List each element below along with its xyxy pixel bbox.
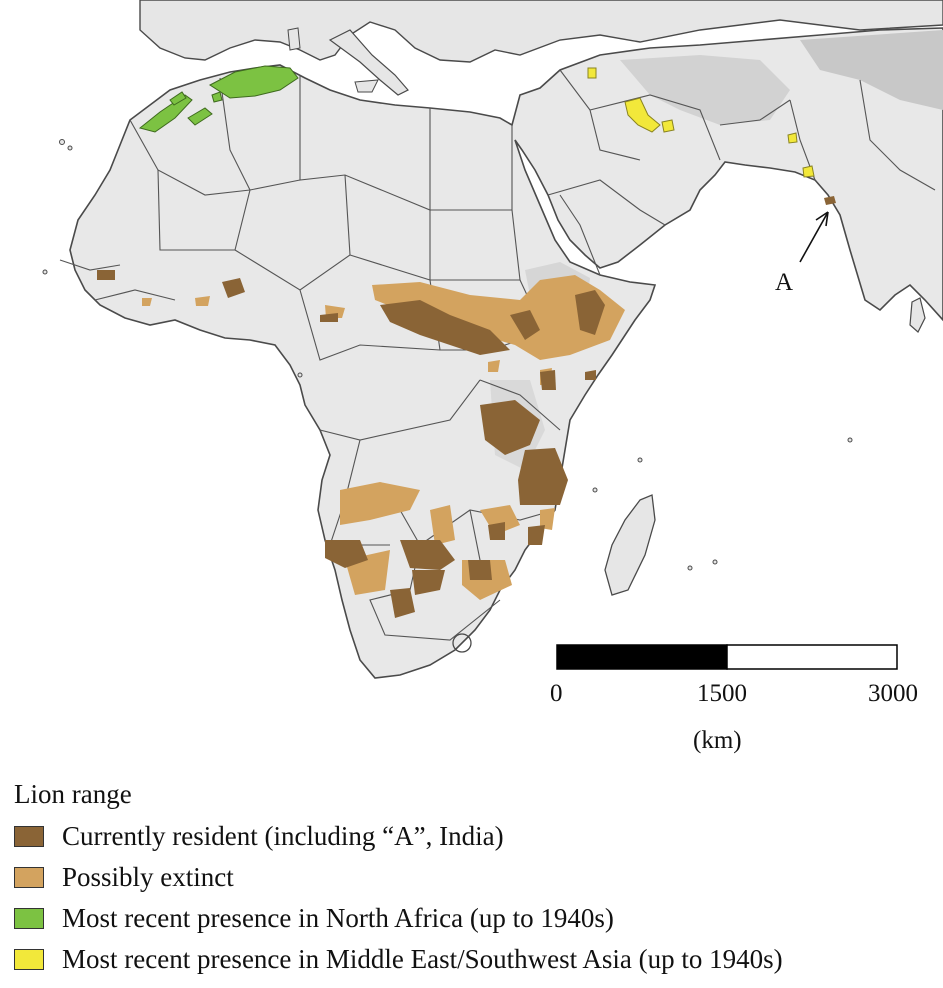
scale-bar-black-segment	[556, 644, 728, 670]
legend-item-possibly-extinct: Possibly extinct	[14, 857, 939, 898]
sicily-island	[354, 79, 379, 93]
legend-item-north-africa: Most recent presence in North Africa (up…	[14, 898, 939, 939]
madagascar-island	[604, 494, 656, 596]
iran-highland	[620, 55, 790, 125]
scale-bar	[556, 644, 898, 670]
marker-a-arrow	[799, 211, 829, 263]
africa-asia-landmass	[69, 27, 943, 679]
sardinia-island	[287, 27, 301, 51]
legend-label: Most recent presence in North Africa (up…	[62, 903, 614, 933]
swatch-north-africa	[14, 908, 44, 929]
swatch-possibly-extinct	[14, 867, 44, 888]
north-africa-range	[138, 65, 299, 133]
legend-label: Most recent presence in Middle East/Sout…	[62, 944, 783, 974]
swatch-middle-east	[14, 949, 44, 970]
scale-tick-1500: 1500	[697, 680, 747, 707]
legend-item-currently-resident: Currently resident (including “A”, India…	[14, 816, 939, 857]
scale-tick-0: 0	[550, 680, 563, 707]
gir-india-range	[824, 196, 836, 205]
swatch-currently-resident	[14, 826, 44, 847]
scale-bar-white-segment	[726, 644, 898, 670]
legend: Lion range Currently resident (including…	[14, 776, 939, 980]
sri-lanka-island	[909, 297, 926, 333]
marker-a-arrowhead	[815, 211, 829, 227]
small-islands	[42, 139, 853, 571]
italy-landmass	[328, 29, 409, 96]
middle-east-range	[587, 67, 815, 178]
legend-label: Currently resident (including “A”, India…	[62, 821, 504, 851]
himalaya-highland	[800, 30, 943, 110]
legend-label: Possibly extinct	[62, 862, 234, 892]
marker-a-label: A	[775, 269, 793, 296]
lesotho-outline	[452, 633, 472, 653]
scale-tick-3000: 3000	[868, 680, 918, 707]
legend-title: Lion range	[14, 779, 132, 809]
legend-item-middle-east: Most recent presence in Middle East/Sout…	[14, 939, 939, 980]
range-map: A	[42, 0, 943, 679]
scale-unit: (km)	[693, 727, 742, 754]
currently-resident-range	[97, 196, 836, 618]
